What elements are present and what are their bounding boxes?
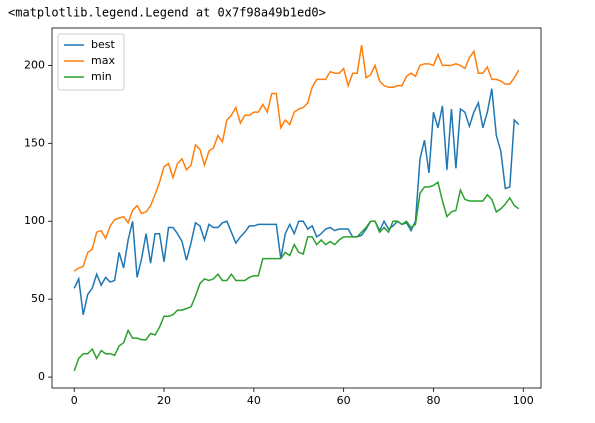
legend-label: min [91,70,112,83]
y-tick-label: 50 [31,292,45,305]
legend: best max min [57,33,125,91]
output-text: <matplotlib.legend.Legend at 0x7f98a49b1… [8,6,326,20]
line-min [73,181,520,372]
line-best [73,88,520,315]
x-tick-label: 60 [337,394,351,407]
y-tick-label: 0 [38,370,45,383]
legend-box [57,33,125,91]
x-tick-label: 20 [157,394,171,407]
x-tick-label: 100 [513,394,534,407]
x-tick-label: 80 [426,394,440,407]
legend-label: max [91,54,115,67]
y-tick-label: 200 [24,58,45,71]
axes-frame [51,27,542,389]
line-max [73,45,520,272]
chart: 0 20 40 60 80 100 0 50 100 150 200 best max min [24,27,542,407]
x-tick-label: 0 [71,394,78,407]
y-tick-label: 100 [24,214,45,227]
y-tick-label: 150 [24,136,45,149]
x-tick-label: 40 [247,394,261,407]
legend-label: best [91,38,115,51]
